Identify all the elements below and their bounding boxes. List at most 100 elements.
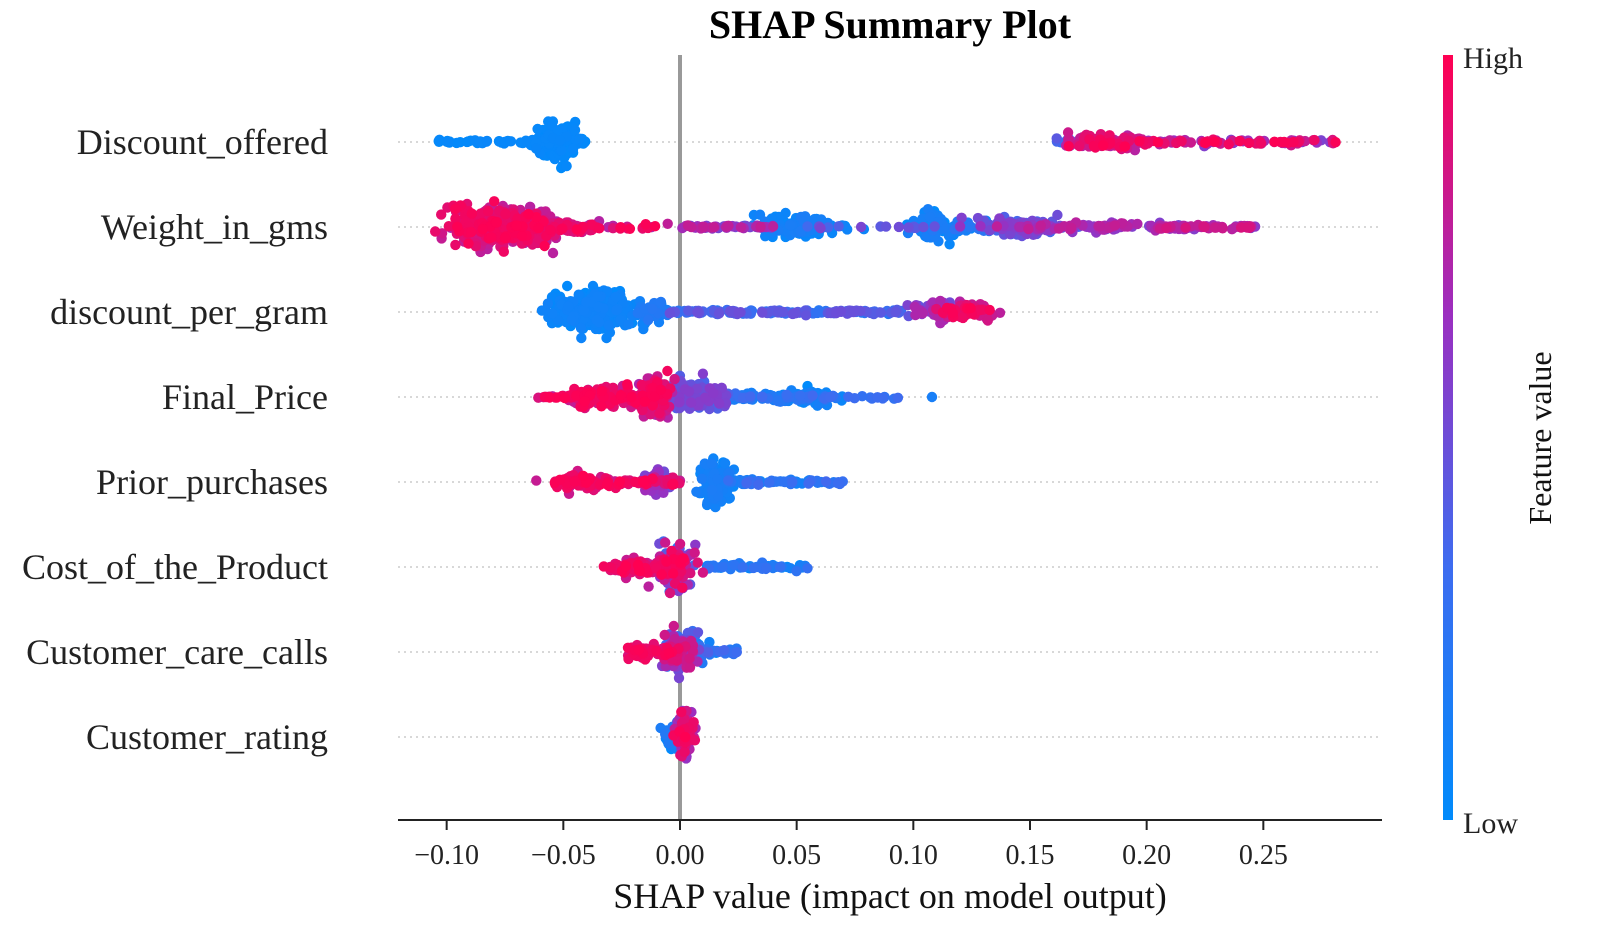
feature-points-Weight_in_gms: [430, 196, 1261, 259]
shap-point: [674, 538, 686, 550]
shap-point: [787, 308, 798, 320]
shap-point: [706, 484, 718, 496]
shap-point: [800, 310, 812, 321]
shap-point: [651, 645, 662, 657]
shap-point: [676, 706, 687, 718]
shap-point: [547, 247, 559, 259]
shap-point: [843, 391, 854, 402]
shap-point: [717, 561, 728, 573]
shap-point: [875, 307, 887, 318]
shap-point: [598, 561, 609, 572]
shap-point: [669, 373, 680, 385]
shap-point: [634, 565, 645, 577]
shap-point: [755, 221, 766, 233]
shap-point: [442, 136, 454, 148]
shap-point: [692, 307, 703, 318]
shap-point: [679, 746, 690, 758]
shap-point: [567, 143, 579, 155]
shap-point: [662, 365, 673, 377]
colorbar-title: Feature value: [1522, 351, 1558, 524]
x-tick-label: 0.15: [1006, 840, 1055, 871]
shap-point: [1217, 223, 1228, 234]
shap-point: [647, 303, 658, 315]
shap-point: [929, 221, 940, 232]
shap-point: [639, 303, 650, 314]
shap-point: [1088, 140, 1100, 152]
shap-point: [918, 221, 929, 233]
x-tick-label: −0.05: [531, 840, 596, 871]
shap-point: [594, 223, 605, 234]
shap-point: [649, 391, 660, 402]
shap-point: [522, 137, 533, 148]
shap-point: [872, 392, 883, 403]
shap-point: [450, 239, 461, 251]
shap-point: [554, 474, 566, 485]
shap-point: [450, 203, 461, 215]
shap-point: [1209, 136, 1220, 147]
feature-points-Prior_purchases: [531, 453, 848, 513]
shap-point: [965, 303, 976, 314]
shap-point: [748, 562, 759, 574]
shap-point: [741, 477, 752, 488]
shap-point: [944, 239, 955, 250]
shap-point: [692, 557, 703, 568]
shap-point: [753, 479, 764, 490]
shap-point: [498, 246, 509, 257]
shap-point: [678, 553, 689, 564]
shap-point: [820, 476, 832, 487]
shap-point: [663, 737, 674, 749]
shap-point: [926, 391, 938, 403]
shap-point: [643, 314, 654, 326]
shap-point: [802, 563, 813, 574]
shap-point: [556, 145, 567, 156]
shap-point: [1279, 136, 1290, 148]
shap-point: [713, 308, 725, 319]
shap-point: [557, 223, 568, 234]
shap-point: [505, 136, 517, 147]
shap-point: [972, 212, 984, 224]
shap-point: [569, 124, 581, 136]
shap-point: [596, 385, 607, 397]
shap-point: [1161, 222, 1172, 234]
shap-point: [787, 476, 798, 488]
feature-label: Prior_purchases: [96, 462, 328, 502]
shap-point: [729, 559, 740, 571]
shap-point: [662, 218, 673, 229]
shap-point: [947, 307, 958, 319]
shap-point: [533, 222, 544, 234]
shap-point: [956, 212, 967, 223]
feature-label: Final_Price: [162, 377, 328, 417]
shap-point: [622, 379, 633, 390]
shap-point: [614, 476, 625, 487]
shap-point: [571, 390, 582, 401]
shap-point: [724, 306, 736, 317]
shap-point: [1062, 127, 1074, 138]
shap-point: [965, 221, 976, 232]
shap-point: [666, 545, 677, 557]
shap-point: [1234, 135, 1245, 147]
shap-point: [683, 305, 694, 316]
shap-point: [544, 392, 555, 403]
feature-points-discount_per_gram: [536, 280, 1006, 344]
shap-point: [683, 386, 695, 397]
shap-point: [767, 221, 779, 232]
x-tick-label: 0.25: [1239, 840, 1288, 871]
feature-label: Discount_offered: [77, 122, 328, 162]
shap-point: [1309, 134, 1320, 146]
shap-point: [655, 296, 667, 308]
shap-point: [764, 477, 775, 488]
shap-point: [615, 314, 626, 326]
shap-point: [975, 221, 986, 232]
shap-point: [698, 221, 709, 233]
shap-point: [573, 289, 584, 300]
x-axis-ticks: −0.10 −0.05 0.00 0.05 0.10 0.15 0.20 0.25: [414, 820, 1288, 871]
feature-labels: Discount_offered Weight_in_gms discount_pe…: [22, 122, 328, 757]
shap-point: [685, 568, 696, 579]
shap-point: [706, 458, 717, 469]
shap-point: [516, 230, 528, 242]
shap-point: [639, 396, 651, 407]
shap-point: [430, 226, 441, 237]
shap-point: [682, 220, 694, 231]
shap-point: [551, 392, 563, 403]
